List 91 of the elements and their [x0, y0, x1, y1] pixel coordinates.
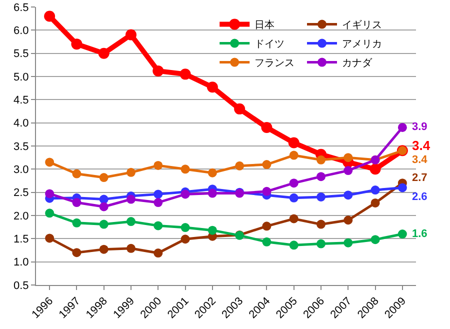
point — [72, 169, 82, 178]
point — [72, 218, 82, 228]
point — [99, 220, 108, 229]
data-label: 3.4 — [412, 154, 428, 166]
y-tick-label: 3.0 — [14, 164, 29, 176]
point — [154, 248, 163, 258]
point — [289, 214, 298, 224]
point — [99, 173, 108, 182]
y-tick-label: 2.0 — [14, 210, 29, 222]
y-tick-label: 0.5 — [14, 280, 29, 292]
point — [398, 122, 407, 132]
point — [71, 38, 82, 50]
point — [288, 137, 300, 148]
point — [180, 164, 190, 174]
y-tick-label: 4.0 — [14, 118, 29, 130]
point — [45, 208, 54, 218]
point — [126, 194, 136, 204]
point — [72, 198, 82, 208]
data-label: 2.6 — [412, 191, 428, 203]
point — [208, 226, 217, 235]
point — [126, 244, 136, 253]
point — [154, 160, 163, 170]
y-tick-label: 5.5 — [14, 48, 29, 60]
point — [180, 68, 191, 80]
point — [126, 217, 136, 226]
point — [99, 202, 108, 212]
point — [344, 166, 353, 176]
point — [316, 192, 326, 202]
data-label: 1.6 — [412, 228, 428, 240]
legend-label: カナダ — [342, 57, 373, 70]
point — [370, 198, 380, 208]
point — [206, 82, 218, 93]
point — [398, 183, 407, 192]
data-label: 3.4 — [412, 138, 431, 153]
point — [289, 193, 298, 202]
point — [180, 223, 190, 232]
point — [370, 235, 380, 244]
legend-label: ドイツ — [254, 39, 285, 50]
point — [45, 234, 54, 243]
point — [180, 234, 190, 244]
y-tick-label: 4.5 — [14, 94, 29, 107]
point — [99, 194, 108, 204]
point — [45, 158, 54, 167]
point — [262, 160, 272, 170]
point — [262, 186, 272, 196]
point — [316, 172, 326, 182]
point — [398, 230, 407, 239]
point — [344, 190, 353, 200]
point — [344, 238, 353, 248]
point — [262, 222, 272, 231]
legend-label: アメリカ — [342, 39, 382, 50]
point — [235, 161, 244, 170]
point — [208, 168, 217, 178]
y-tick-label: 6.5 — [14, 2, 29, 14]
point — [289, 240, 298, 250]
point — [126, 168, 136, 177]
point — [262, 237, 272, 246]
point — [316, 239, 326, 248]
y-tick-label: 2.5 — [14, 187, 29, 200]
data-label: 2.7 — [412, 172, 428, 184]
point — [344, 216, 353, 225]
y-tick-label: 1.0 — [14, 256, 29, 269]
point — [45, 189, 54, 198]
point — [370, 186, 380, 195]
point — [154, 221, 163, 230]
legend-label: フランス — [254, 58, 295, 70]
point — [289, 150, 298, 160]
point — [154, 198, 163, 208]
point — [98, 48, 110, 59]
data-label: 3.9 — [412, 121, 428, 133]
point — [99, 244, 108, 254]
point — [126, 29, 136, 40]
point — [316, 220, 326, 229]
point — [72, 248, 82, 258]
point — [44, 10, 56, 22]
point — [370, 164, 381, 175]
point — [152, 65, 164, 76]
legend-label: イギリス — [342, 19, 382, 32]
point — [289, 178, 298, 188]
y-tick-label: 6.0 — [14, 25, 29, 38]
legend-label: 日本 — [254, 19, 275, 32]
point — [234, 103, 246, 114]
point — [180, 190, 190, 199]
point — [154, 190, 163, 199]
y-tick-label: 5.0 — [14, 71, 29, 84]
point — [261, 122, 272, 133]
y-tick-label: 1.5 — [14, 234, 29, 246]
point — [208, 188, 217, 198]
point — [316, 155, 326, 164]
point — [344, 153, 353, 162]
y-tick-label: 3.5 — [14, 140, 29, 153]
